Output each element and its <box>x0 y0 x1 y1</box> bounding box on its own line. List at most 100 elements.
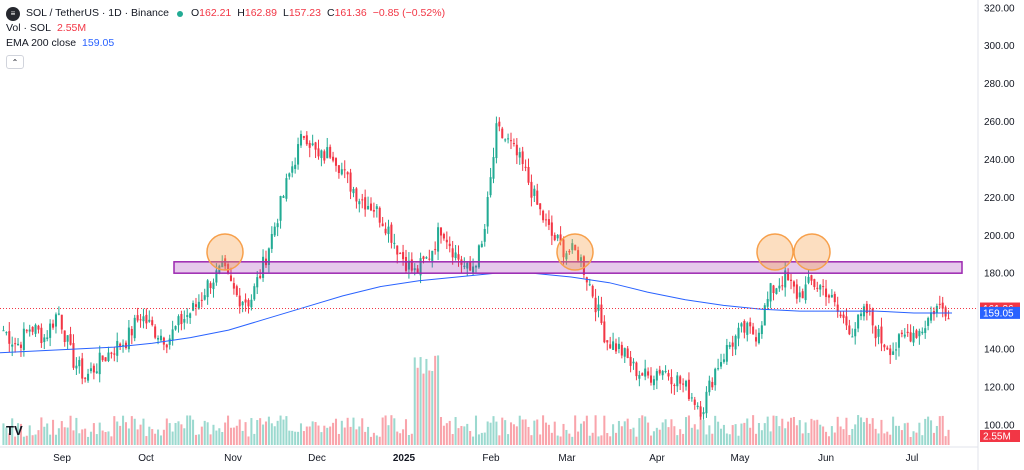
candle-body <box>819 285 822 290</box>
volume-bar <box>868 423 871 445</box>
sol-logo-icon: ≡ <box>6 6 20 21</box>
volume-bar <box>798 420 801 445</box>
candle-body <box>119 343 122 347</box>
volume-bar <box>122 415 125 445</box>
volume-bar <box>60 421 63 445</box>
volume-bar <box>883 433 886 445</box>
volume-bar <box>816 419 819 445</box>
candle-body <box>924 328 927 333</box>
candle-body <box>364 197 367 210</box>
volume-bar <box>288 430 291 445</box>
volume-bar <box>515 426 518 445</box>
highlight-circle <box>793 233 831 271</box>
tradingview-logo-icon[interactable]: TV <box>6 423 23 438</box>
candle-body <box>437 227 440 252</box>
candle-body <box>5 332 8 334</box>
highlight-circle <box>556 233 594 271</box>
x-tick-label: Apr <box>649 453 665 464</box>
volume-bar <box>180 424 183 445</box>
candle-body <box>682 383 685 385</box>
volume-bar <box>889 434 892 445</box>
volume-bar <box>921 435 924 445</box>
volume-bar <box>299 423 303 445</box>
candle-body <box>34 324 37 334</box>
candle-body <box>582 256 585 275</box>
candle-body <box>810 275 813 281</box>
volume-group <box>2 355 950 445</box>
candle-body <box>171 329 174 341</box>
candle-body <box>28 329 31 332</box>
candle-body <box>337 165 340 173</box>
volume-bar <box>895 425 898 445</box>
volume-bar <box>553 421 556 445</box>
volume-bar <box>69 415 72 445</box>
volume-bar <box>784 428 787 445</box>
x-tick-label: Nov <box>224 453 242 464</box>
volume-bar <box>582 421 585 445</box>
volume-bar <box>542 415 545 445</box>
volume-bar <box>743 422 746 445</box>
legend-volume-row[interactable]: Vol · SOL 2.55M <box>6 21 445 36</box>
volume-bar <box>857 415 860 445</box>
candle-body <box>594 297 597 313</box>
volume-bar <box>256 420 259 445</box>
candle-body <box>725 345 728 362</box>
volume-bar <box>874 428 877 445</box>
volume-bar <box>597 436 600 445</box>
volume-bar <box>547 424 550 445</box>
collapse-legend-button[interactable]: ⌃ <box>6 55 24 69</box>
candle-body <box>539 203 542 210</box>
candle-body <box>151 320 154 326</box>
volume-bar <box>206 422 209 445</box>
candle-body <box>935 305 938 314</box>
x-tick-label: Mar <box>558 453 576 464</box>
candle-body <box>154 326 157 338</box>
candle-body <box>550 222 553 236</box>
candles-group <box>2 116 950 420</box>
volume-bar <box>2 423 5 445</box>
candle-body <box>381 223 384 227</box>
volume-bar <box>880 419 883 445</box>
candle-body <box>369 203 373 211</box>
legend-ema-row[interactable]: EMA 200 close 159.05 <box>6 36 445 51</box>
volume-bar <box>588 435 591 445</box>
candle-body <box>699 406 702 417</box>
volume-bar <box>28 425 31 445</box>
volume-bar <box>614 432 618 445</box>
volume-bar <box>507 434 510 445</box>
change-value: −0.85 (−0.52%) <box>372 7 446 19</box>
volume-bar <box>568 433 571 445</box>
volume-bar <box>244 422 247 445</box>
volume-bar <box>495 421 498 445</box>
volume-bar <box>95 434 98 445</box>
volume-bar <box>46 423 49 445</box>
symbol-title[interactable]: SOL / TetherUS · 1D · Binance <box>26 7 169 19</box>
candle-body <box>617 343 620 349</box>
volume-bar <box>655 427 658 445</box>
volume-bar <box>935 425 938 445</box>
volume-bar <box>647 422 650 445</box>
volume-bar <box>708 425 711 445</box>
candle-body <box>895 349 898 351</box>
volume-bar <box>682 433 685 445</box>
candle-body <box>177 316 180 326</box>
candle-body <box>174 326 177 330</box>
candle-body <box>78 360 81 367</box>
candle-body <box>11 344 14 347</box>
candle-body <box>116 340 119 356</box>
legend-symbol-row: ≡ SOL / TetherUS · 1D · Binance O162.21 … <box>6 6 445 21</box>
volume-bar <box>364 431 367 445</box>
volume-bar <box>489 422 492 445</box>
volume-bar <box>113 416 116 445</box>
candle-body <box>113 353 116 355</box>
candle-body <box>816 287 819 289</box>
candle-body <box>606 340 609 343</box>
volume-bar <box>162 429 165 445</box>
volume-bar <box>927 416 930 445</box>
volume-bar <box>186 415 189 445</box>
volume-bar <box>326 427 329 445</box>
candle-body <box>148 319 151 322</box>
candle-body <box>355 188 358 202</box>
candle-body <box>559 234 562 242</box>
